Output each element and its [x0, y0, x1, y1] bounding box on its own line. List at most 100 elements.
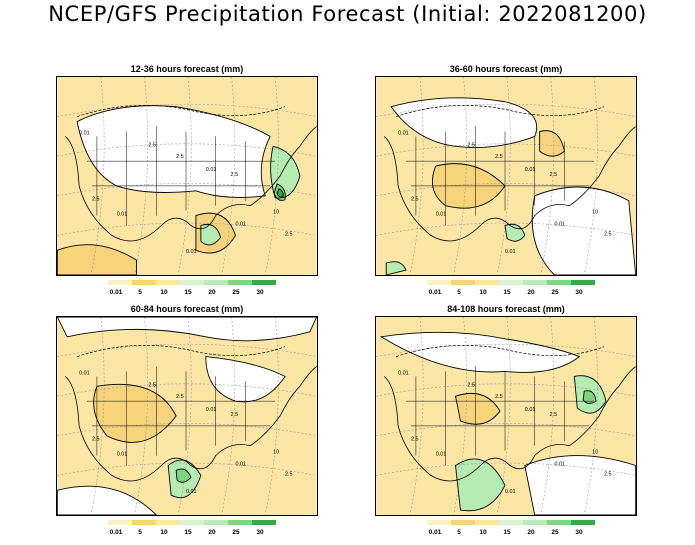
precip-contour: [76, 105, 271, 198]
latitude-gridline: [376, 222, 636, 236]
contour-label: 0.01: [186, 489, 197, 495]
longitude-gridline: [453, 77, 468, 275]
longitude-gridline: [583, 77, 598, 275]
latitude-gridline: [57, 222, 317, 236]
legend-label: 20: [527, 529, 535, 536]
legend-label: 5: [138, 289, 142, 296]
precip-contour: [273, 183, 286, 201]
legend-swatch: [571, 520, 595, 525]
legend-swatch: [108, 520, 132, 525]
latitude-gridline: [376, 143, 636, 157]
precip-contour: [573, 375, 607, 414]
latitude-gridline: [376, 423, 636, 437]
contour-label: 2.5: [176, 154, 184, 160]
contour-label: 0.01: [236, 222, 247, 228]
latitude-gridline: [376, 343, 636, 357]
legend-swatch: [180, 520, 204, 525]
precip-contour: [57, 244, 137, 275]
contour-label: 10: [273, 210, 279, 216]
legend-swatch: [132, 520, 156, 525]
contour-label: 0.01: [555, 222, 566, 228]
contour-label: 0.01: [79, 130, 90, 136]
longitude-gridline: [540, 77, 555, 275]
precip-contour: [167, 459, 202, 499]
contour-label: 0.01: [525, 407, 536, 413]
precip-shade-region: [381, 332, 580, 373]
legend-swatch: [523, 280, 547, 285]
contour-label: 0.01: [236, 462, 247, 468]
precip-shade-region: [77, 105, 271, 198]
contour-label: 0.01: [436, 212, 447, 218]
legend-swatch: [475, 520, 499, 525]
contour-label: 0.01: [186, 249, 197, 255]
legend-label: 30: [575, 289, 583, 296]
contour-label: 2.5: [148, 382, 156, 388]
legend-swatch: [523, 520, 547, 525]
legend-label: 0.01: [429, 289, 442, 296]
legend-label: 30: [256, 529, 264, 536]
contour-label: 2.5: [231, 412, 239, 418]
legend-swatch: [499, 280, 523, 285]
precip-contour: [93, 383, 177, 443]
legend-label: 25: [551, 289, 559, 296]
precip-contour: [200, 223, 222, 246]
precip-shade-region: [93, 384, 177, 443]
precip-contour: [504, 223, 526, 242]
legend-swatch: [451, 280, 475, 285]
legend-label: 10: [160, 529, 168, 536]
legend-label: 0.01: [110, 529, 123, 536]
longitude-gridline: [134, 77, 149, 275]
legend-label: 10: [160, 289, 168, 296]
border-line: [77, 104, 286, 117]
precip-contour: [524, 455, 636, 515]
legend-swatch: [547, 520, 571, 525]
contour-label: 2.5: [231, 172, 239, 178]
precip-contour: [385, 261, 407, 275]
precipitation-map: 0.01 2.5 2.5 0.01 2.5 0.01 10 0.01 2.5 0.01 2.5: [56, 316, 318, 516]
panel-title: 84-108 hours forecast (mm): [447, 304, 565, 314]
longitude-gridline: [409, 77, 424, 275]
contour-label: 2.5: [92, 197, 100, 203]
contour-label: 0.01: [206, 407, 217, 413]
legend-label: 5: [457, 289, 461, 296]
contour-label: 0.01: [555, 462, 566, 468]
legend-swatch: [427, 280, 451, 285]
legend-label: 20: [527, 289, 535, 296]
precip-shade-region: [200, 224, 221, 245]
longitude-gridline: [221, 317, 236, 515]
contour-label: 0.01: [436, 452, 447, 458]
precip-shade-region: [524, 455, 636, 515]
legend-swatch: [499, 520, 523, 525]
precip-contour: [195, 212, 236, 254]
color-legend: 0.01 5 10 15 20 25 30: [427, 520, 595, 542]
coastline: [64, 366, 317, 482]
longitude-gridline: [264, 317, 279, 515]
precip-shade-region: [391, 97, 537, 148]
panel-title: 12-36 hours forecast (mm): [130, 64, 244, 74]
border-line: [396, 104, 605, 117]
legend-label: 10: [479, 529, 487, 536]
latitude-gridline: [57, 383, 317, 397]
latitude-gridline: [376, 462, 636, 476]
color-legend: 0.01 5 10 15 20 25 30: [108, 520, 276, 542]
contour-label: 2.5: [176, 394, 184, 400]
legend-label: 25: [232, 289, 240, 296]
contour-label: 0.01: [79, 370, 90, 376]
legend-label: 0.01: [110, 289, 123, 296]
contour-label: 2.5: [495, 394, 503, 400]
precip-contour: [175, 468, 192, 483]
longitude-gridline: [496, 77, 511, 275]
precip-contour: [539, 130, 565, 157]
contour-label: 2.5: [285, 471, 293, 477]
contour-label: 2.5: [285, 231, 293, 237]
legend-swatch: [204, 520, 228, 525]
precipitation-map: 0.01 2.5 2.5 0.01 2.5 0.01 10 0.01 2.5 0.01 2.5: [375, 316, 637, 516]
legend-label: 15: [503, 529, 511, 536]
latitude-gridline: [57, 103, 317, 117]
precip-shade-region: [57, 486, 157, 515]
precip-shade-region: [205, 356, 286, 402]
precip-contour: [205, 356, 286, 403]
legend-swatch: [252, 280, 276, 285]
contour-label: 2.5: [148, 142, 156, 148]
legend-label: 5: [138, 529, 142, 536]
